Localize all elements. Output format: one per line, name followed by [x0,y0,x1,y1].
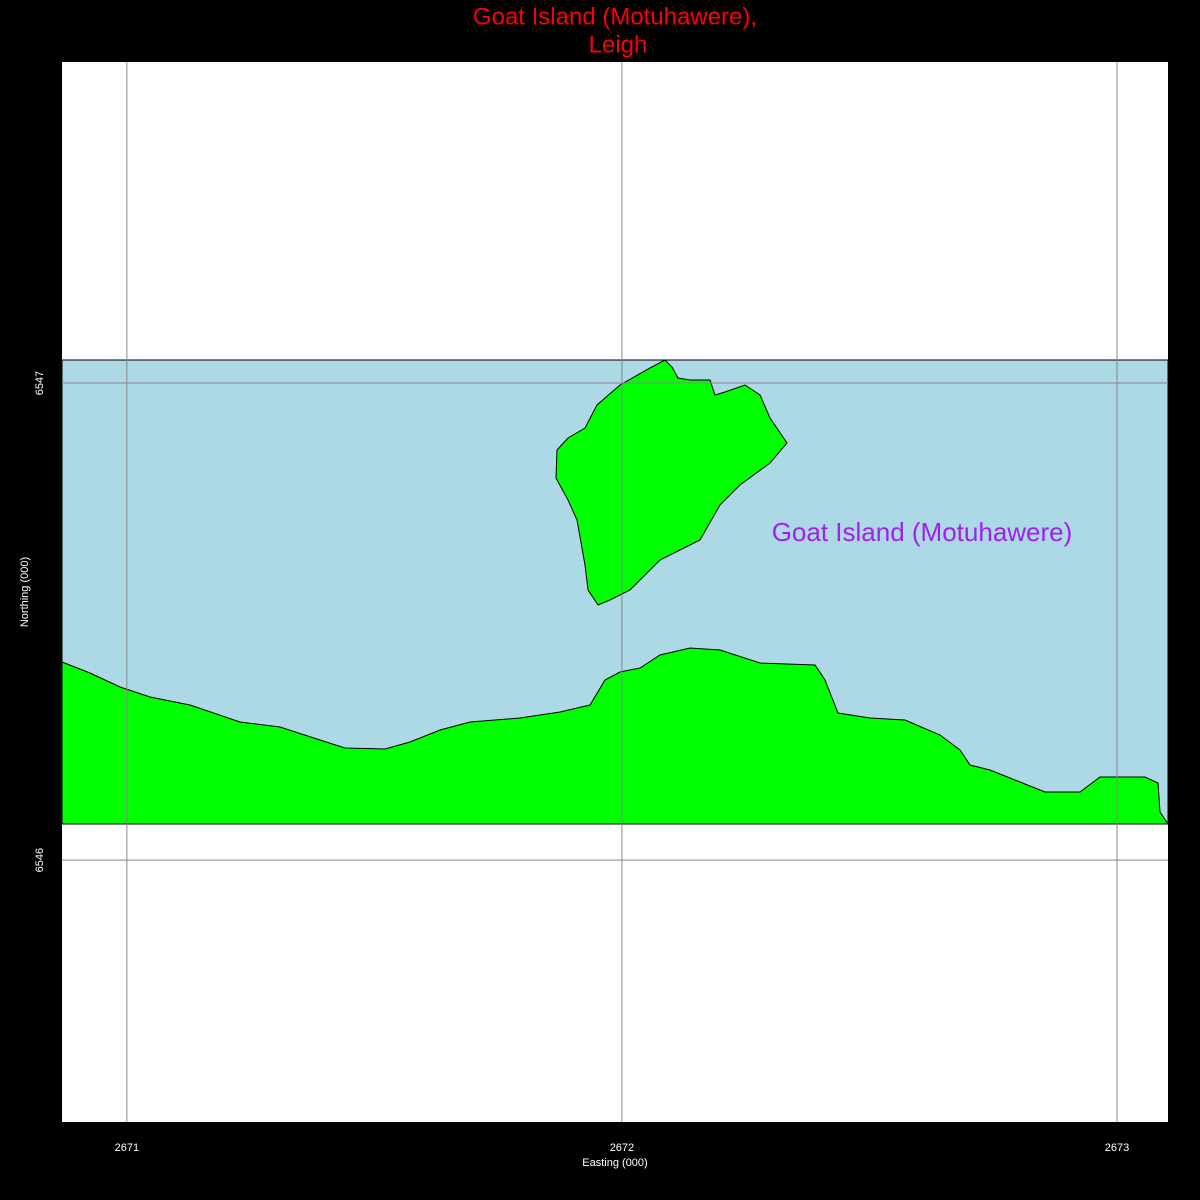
island [555,359,788,606]
title-line: Goat Island (Motuhawere), [473,3,757,30]
annotation: Goat Island (Motuhawere) [772,517,1073,547]
title-line: Leigh [589,31,648,58]
y-tick-label: 6547 [34,371,46,395]
y-axis-label: Northing (000) [19,557,31,627]
x-tick-label: 2673 [1105,1142,1129,1154]
x-axis-label: Easting (000) [582,1157,647,1169]
y-tick-label: 6546 [34,848,46,872]
mainland [61,647,1169,825]
x-tick-label: 2671 [115,1142,139,1154]
grid [62,62,1168,1122]
x-tick-label: 2672 [610,1142,634,1154]
